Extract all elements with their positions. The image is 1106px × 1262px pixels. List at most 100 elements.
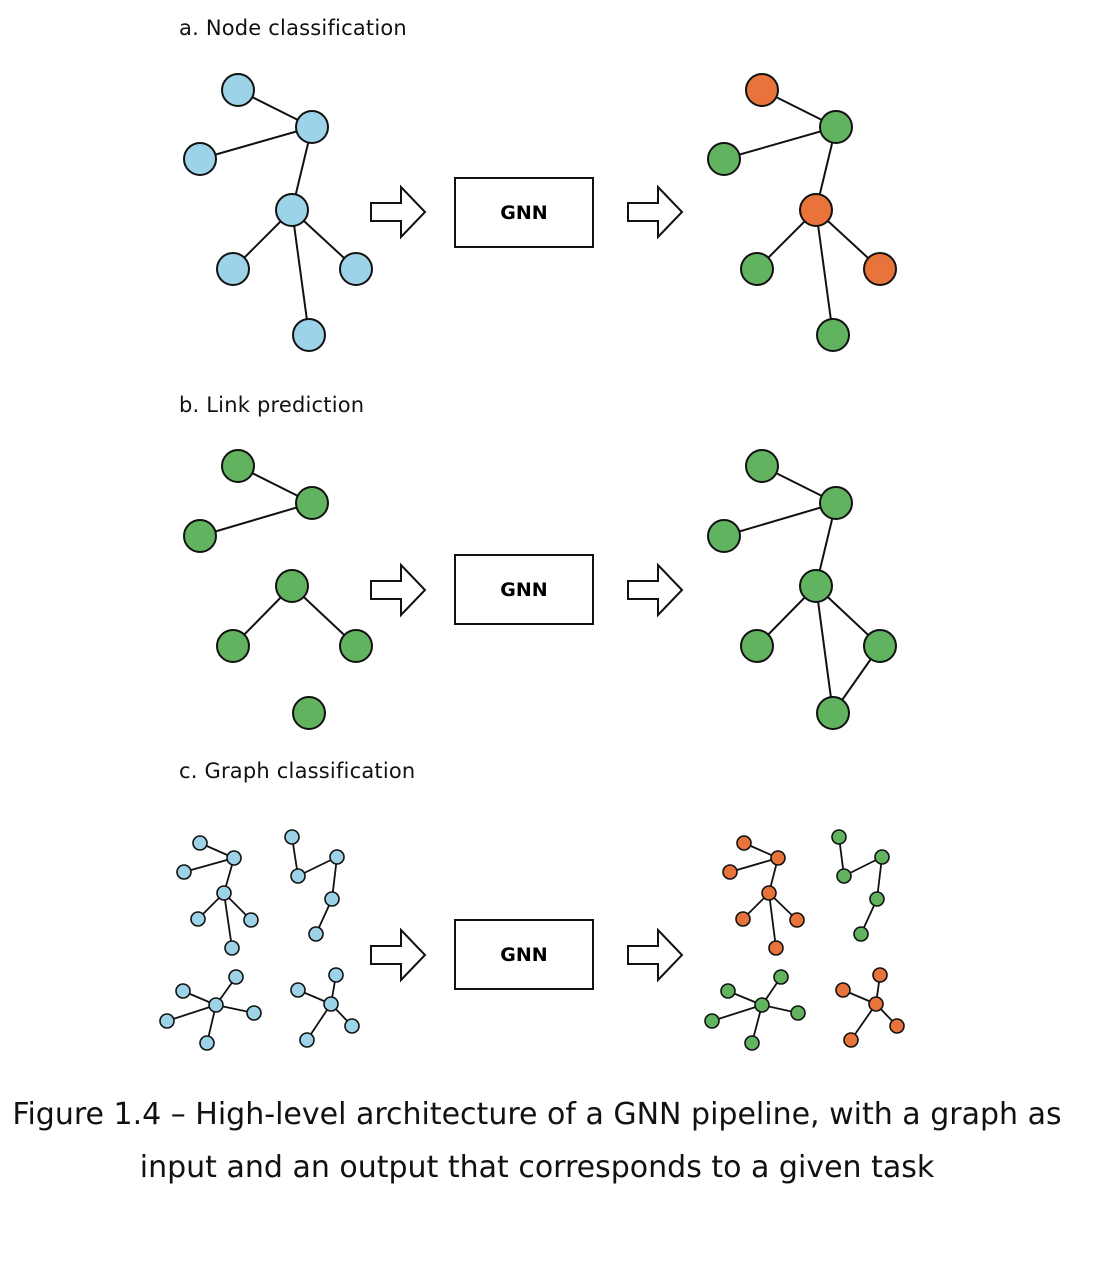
graph-classification-output-1-node — [768, 940, 784, 956]
arrow-b-in — [370, 562, 427, 618]
node-classification-input-edge — [199, 126, 313, 160]
graph-classification-input-3-node — [228, 969, 244, 985]
node-classification-input-node — [292, 318, 326, 352]
node-classification-input-node — [216, 252, 250, 286]
node-classification-output-node — [863, 252, 897, 286]
arrow-a-out — [627, 184, 684, 240]
graph-classification-output-2-node — [836, 868, 852, 884]
graph-classification-output-4-node — [872, 967, 888, 983]
link-prediction-output-node — [816, 696, 850, 730]
graph-classification-output-1-node — [735, 911, 751, 927]
graph-classification-input-1-node — [226, 850, 242, 866]
section-a-label: a. Node classification — [179, 16, 407, 40]
graph-classification-output-2-node — [831, 829, 847, 845]
figure-caption-line-2: input and an output that corresponds to … — [139, 1150, 935, 1185]
graph-classification-output-1-node — [736, 835, 752, 851]
link-prediction-output-node — [745, 449, 779, 483]
arrow-a-in — [370, 184, 427, 240]
graph-classification-input-2-node — [308, 926, 324, 942]
link-prediction-output-node — [799, 569, 833, 603]
graph-classification-input-3-node — [175, 983, 191, 999]
graph-classification-output-1-node — [789, 912, 805, 928]
link-prediction-input-node — [292, 696, 326, 730]
graph-classification-output-1-edge — [729, 857, 779, 873]
gnn-box-c-label: GNN — [500, 944, 547, 966]
graph-classification-input-4-node — [328, 967, 344, 983]
gnn-box-a-label: GNN — [500, 202, 547, 224]
graph-classification-output-3-node — [744, 1035, 760, 1051]
graph-classification-output-1-edge — [768, 892, 777, 949]
node-classification-input-node — [183, 142, 217, 176]
arrow-c-out — [627, 927, 684, 983]
node-classification-input-edge — [291, 209, 310, 336]
graph-classification-input-3-node — [159, 1013, 175, 1029]
graph-classification-output-1-node — [722, 864, 738, 880]
node-classification-output-node — [819, 110, 853, 144]
graph-classification-input-4-node — [290, 982, 306, 998]
graph-classification-input-3-node — [208, 997, 224, 1013]
graph-classification-input-1-edge — [183, 857, 235, 873]
node-classification-output-node — [816, 318, 850, 352]
graph-classification-input-1-edge — [223, 892, 233, 949]
link-prediction-output-node — [863, 629, 897, 663]
arrow-b-out — [627, 562, 684, 618]
graph-classification-input-1-node — [224, 940, 240, 956]
link-prediction-input-node — [339, 629, 373, 663]
node-classification-output-node — [799, 193, 833, 227]
graph-classification-output-3-node — [773, 969, 789, 985]
gnn-box-c — [454, 919, 594, 990]
node-classification-output-node — [745, 73, 779, 107]
graph-classification-input-1-node — [190, 911, 206, 927]
link-prediction-input-edge — [199, 502, 313, 537]
graph-classification-output-4-node — [889, 1018, 905, 1034]
graph-classification-input-1-node — [216, 885, 232, 901]
node-classification-input-node — [339, 252, 373, 286]
node-classification-output-node — [707, 142, 741, 176]
graph-classification-output-3-node — [704, 1013, 720, 1029]
graph-classification-output-2-node — [853, 926, 869, 942]
graph-classification-output-3-node — [754, 997, 770, 1013]
graph-classification-input-2-node — [329, 849, 345, 865]
graph-classification-input-1-node — [192, 835, 208, 851]
graph-classification-input-4-node — [299, 1032, 315, 1048]
gnn-box-b — [454, 554, 594, 625]
node-classification-output-node — [740, 252, 774, 286]
link-prediction-output-edge — [815, 585, 834, 714]
graph-classification-output-2-node — [874, 849, 890, 865]
graph-classification-output-4-node — [835, 982, 851, 998]
graph-classification-input-4-node — [344, 1018, 360, 1034]
graph-classification-input-2-node — [324, 891, 340, 907]
graph-classification-output-2-node — [869, 891, 885, 907]
link-prediction-output-node — [819, 486, 853, 520]
graph-classification-input-3-edge — [166, 1004, 217, 1022]
graph-classification-input-3-node — [246, 1005, 262, 1021]
graph-classification-output-1-node — [770, 850, 786, 866]
section-c-label: c. Graph classification — [179, 759, 416, 783]
node-classification-output-edge — [815, 209, 834, 336]
link-prediction-input-node — [275, 569, 309, 603]
graph-classification-input-1-node — [176, 864, 192, 880]
graph-classification-input-4-node — [323, 996, 339, 1012]
node-classification-output-edge — [723, 126, 837, 160]
figure-caption-line-1: Figure 1.4 – High-level architecture of … — [12, 1097, 1062, 1132]
link-prediction-input-node — [221, 449, 255, 483]
arrow-c-in — [370, 927, 427, 983]
graph-classification-input-2-node — [284, 829, 300, 845]
link-prediction-input-node — [216, 629, 250, 663]
node-classification-input-node — [275, 193, 309, 227]
graph-classification-output-3-node — [790, 1005, 806, 1021]
link-prediction-input-node — [295, 486, 329, 520]
graph-classification-output-3-node — [720, 983, 736, 999]
graph-classification-output-4-node — [868, 996, 884, 1012]
link-prediction-input-node — [183, 519, 217, 553]
node-classification-input-node — [295, 110, 329, 144]
graph-classification-output-4-node — [843, 1032, 859, 1048]
graph-classification-output-1-node — [761, 885, 777, 901]
node-classification-input-node — [221, 73, 255, 107]
gnn-box-b-label: GNN — [500, 579, 547, 601]
graph-classification-input-2-node — [290, 868, 306, 884]
link-prediction-output-edge — [723, 502, 837, 537]
graph-classification-input-3-node — [199, 1035, 215, 1051]
link-prediction-output-node — [740, 629, 774, 663]
